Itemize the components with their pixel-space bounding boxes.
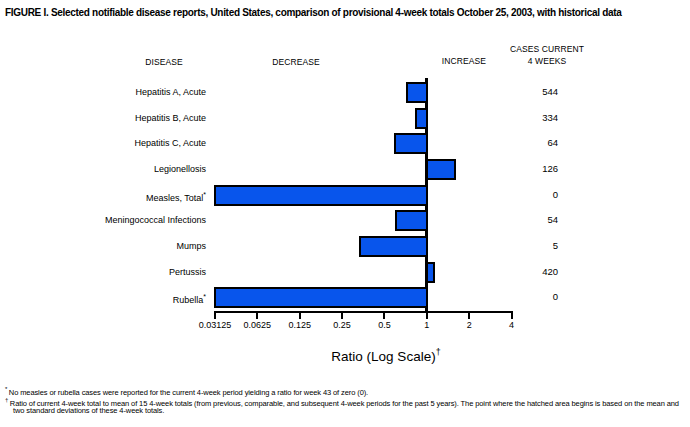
x-axis-tick-label: 4 [509,320,514,330]
x-axis-tick-label: 0.0625 [244,320,272,330]
cases-value: 54 [547,215,558,225]
ratio-bar [406,82,428,103]
disease-label: Hepatitis C, Acute [134,138,206,148]
x-axis-tick [383,312,385,319]
x-axis-tick [256,312,258,319]
footnote-marker: * [203,191,206,198]
ratio-bar [426,262,435,283]
disease-label-text: Measles, Total [146,193,203,203]
x-axis-tick-label: 0.03125 [199,320,232,330]
disease-label: Rubella* [173,292,206,305]
disease-label-text: Hepatitis C, Acute [134,138,206,148]
x-axis-tick-label: 0.125 [288,320,311,330]
footnote-text: No measles or rubella cases were reporte… [9,388,368,397]
disease-label-text: Hepatitis B, Acute [135,113,206,123]
cases-value: 0 [553,190,558,200]
disease-label: Legionellosis [154,164,206,174]
disease-label-text: Legionellosis [154,164,206,174]
ratio-bar [394,133,428,154]
ratio-bar [359,236,428,257]
cases-value: 420 [542,267,558,277]
disease-label: Mumps [176,241,206,251]
ratio-bar [395,210,428,231]
x-axis-tick [468,312,470,319]
ratio-bar [214,287,428,308]
disease-label: Measles, Total* [146,190,206,203]
footnote: † Ratio of current 4-week total to mean … [5,397,685,415]
x-axis-label-dagger: † [436,347,441,357]
ratio-bar [214,185,428,206]
disease-label-text: Hepatitis A, Acute [135,87,206,97]
footnote-text: Ratio of current 4-week total to mean of… [10,398,679,415]
disease-label: Hepatitis A, Acute [135,87,206,97]
disease-label-text: Rubella [173,295,204,305]
x-axis-tick-label: 1 [424,320,429,330]
footnote: * No measles or rubella cases were repor… [5,386,685,396]
x-axis-tick [214,312,216,319]
footnotes: * No measles or rubella cases were repor… [5,386,685,415]
x-axis-label: Ratio (Log Scale)† [331,347,440,364]
disease-label: Hepatitis B, Acute [135,113,206,123]
x-axis-tick [426,312,428,319]
ratio-bar [426,159,456,180]
footnote-marker: * [203,293,206,300]
cases-value: 5 [553,241,558,251]
x-axis-tick [299,312,301,319]
disease-label-text: Pertussis [169,267,206,277]
cases-value: 544 [542,87,558,97]
cases-value: 0 [553,292,558,302]
x-axis-label-text: Ratio (Log Scale) [331,349,435,364]
x-axis-tick [341,312,343,319]
disease-label: Meningococcal Infections [105,215,206,225]
ratio-bar [415,108,428,129]
cases-value: 126 [542,164,558,174]
x-axis-tick-label: 2 [467,320,472,330]
disease-label: Pertussis [169,267,206,277]
x-axis-tick [511,312,513,319]
cases-value: 334 [542,113,558,123]
x-axis-tick-label: 0.25 [333,320,351,330]
disease-label-text: Mumps [176,241,206,251]
cases-value: 64 [547,138,558,148]
x-axis-tick-label: 0.5 [378,320,391,330]
disease-label-text: Meningococcal Infections [105,215,206,225]
